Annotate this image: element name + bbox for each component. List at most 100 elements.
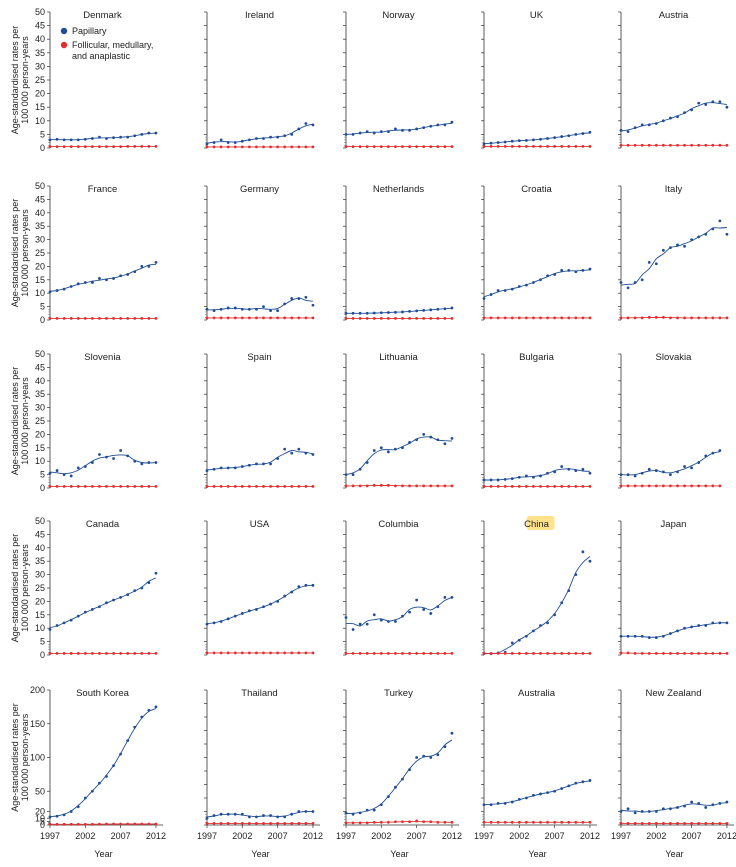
- data-point: [119, 752, 123, 756]
- data-point: [661, 470, 665, 474]
- data-point: [626, 316, 630, 320]
- panel-germany: Germany: [204, 184, 315, 321]
- data-point: [450, 306, 454, 310]
- data-point: [581, 550, 585, 554]
- data-point: [408, 145, 411, 149]
- data-point: [269, 814, 272, 817]
- data-point: [429, 612, 433, 615]
- data-point: [496, 316, 500, 320]
- y-tick-label: 5: [40, 129, 45, 139]
- data-point: [365, 808, 369, 812]
- panel-title: Thailand: [241, 688, 277, 699]
- data-point: [62, 621, 66, 625]
- data-point: [532, 144, 535, 148]
- data-point: [55, 137, 59, 141]
- data-point: [436, 820, 440, 824]
- legend-label-follicular: and anaplastic: [72, 51, 131, 61]
- data-point: [233, 306, 237, 310]
- data-point: [219, 651, 223, 655]
- data-point: [633, 634, 637, 638]
- data-point: [344, 811, 348, 815]
- panel-title: Japan: [661, 519, 687, 530]
- y-tick-label: 15: [35, 275, 45, 285]
- data-point: [69, 810, 73, 813]
- x-tick-label: 1997: [336, 831, 356, 841]
- data-point: [401, 316, 404, 320]
- data-point: [553, 651, 557, 655]
- data-point: [683, 821, 686, 825]
- x-tick-label: 2002: [371, 831, 391, 841]
- data-point: [154, 461, 158, 464]
- data-point: [119, 316, 123, 320]
- data-point: [429, 651, 433, 655]
- data-point: [255, 608, 258, 611]
- data-point: [711, 316, 715, 320]
- data-point: [365, 145, 369, 149]
- series-line-papillary: [620, 102, 727, 132]
- data-point: [372, 131, 376, 135]
- data-point: [408, 484, 411, 488]
- y-tick-label: 15: [35, 443, 45, 453]
- data-point: [510, 641, 514, 645]
- data-point: [626, 821, 630, 825]
- data-point: [546, 651, 549, 655]
- y-tick-label: 10: [35, 288, 45, 298]
- data-point: [365, 316, 369, 320]
- data-point: [226, 306, 230, 310]
- data-point: [640, 821, 644, 825]
- data-point: [76, 822, 80, 826]
- data-point: [450, 595, 454, 599]
- data-point: [532, 316, 535, 320]
- data-point: [704, 316, 708, 320]
- data-point: [553, 144, 557, 148]
- data-point: [119, 449, 123, 452]
- data-point: [725, 232, 729, 236]
- data-point: [304, 810, 308, 813]
- panel-canada: 0 5 10 15 20 25 30 35 40 45 50 Canada: [35, 516, 158, 660]
- panel-denmark: 0 5 10 15 20 25 30 35 40 45 50 Denmark: [35, 7, 158, 153]
- data-point: [76, 805, 80, 809]
- data-point: [83, 822, 87, 826]
- data-point: [401, 484, 404, 488]
- data-point: [255, 462, 258, 466]
- data-point: [588, 130, 592, 134]
- data-point: [262, 305, 265, 308]
- data-point: [619, 651, 623, 655]
- x-tick-label: 2002: [75, 831, 95, 841]
- data-point: [133, 316, 137, 320]
- data-point: [311, 123, 315, 127]
- panel-norway: Norway: [343, 10, 454, 149]
- data-point: [581, 820, 585, 824]
- data-point: [55, 469, 59, 472]
- data-point: [379, 820, 383, 824]
- data-point: [443, 307, 447, 311]
- data-point: [304, 316, 308, 320]
- data-point: [219, 812, 223, 816]
- data-point: [133, 270, 137, 274]
- data-point: [48, 316, 52, 320]
- data-point: [690, 143, 694, 147]
- data-point: [62, 138, 66, 142]
- y-tick-label: 20: [35, 261, 45, 271]
- data-point: [219, 466, 223, 470]
- data-point: [98, 822, 101, 826]
- data-point: [233, 651, 237, 655]
- data-point: [489, 316, 493, 320]
- data-point: [647, 651, 651, 655]
- data-point: [640, 471, 644, 475]
- x-axis-label: Year: [251, 849, 269, 859]
- data-point: [105, 775, 108, 778]
- data-point: [83, 137, 87, 141]
- panel-japan: Japan: [618, 519, 729, 656]
- panel-china: China: [481, 516, 592, 656]
- data-point: [62, 473, 66, 476]
- data-point: [62, 651, 66, 655]
- panel-title: Slovenia: [84, 352, 121, 363]
- panel-uk: UK: [481, 10, 592, 149]
- data-point: [205, 484, 209, 488]
- x-axis-label: Year: [94, 849, 112, 859]
- data-point: [503, 316, 507, 320]
- data-point: [443, 442, 447, 446]
- x-tick-label: 2002: [232, 831, 252, 841]
